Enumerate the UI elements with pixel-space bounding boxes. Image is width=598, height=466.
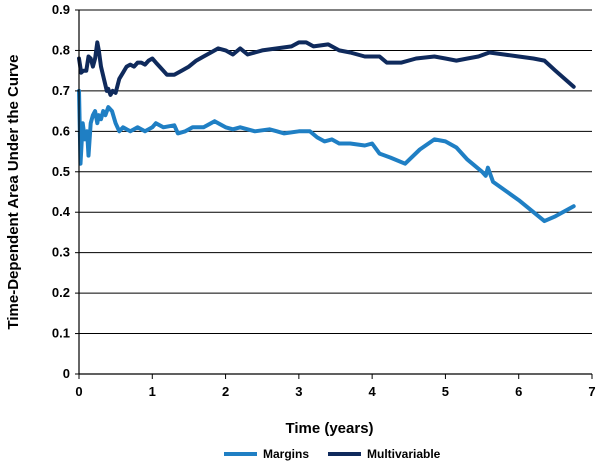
- y-tick-label: 0: [63, 366, 70, 381]
- x-tick-label: 0: [75, 384, 82, 399]
- x-tick-label: 6: [515, 384, 522, 399]
- series-line-multivariable: [77, 40, 576, 97]
- x-tick-label: 7: [588, 384, 595, 399]
- y-tick-label: 0.1: [52, 326, 70, 341]
- legend-label-multivariable: Multivariable: [367, 447, 441, 461]
- y-tick-label: 0.6: [52, 123, 70, 138]
- gridlines: [79, 9, 592, 335]
- y-tick-label: 0.5: [52, 164, 70, 179]
- y-tick-label: 0.8: [52, 42, 70, 57]
- x-tick-label: 2: [222, 384, 229, 399]
- y-tick-label: 0.3: [52, 245, 70, 260]
- y-tick-label: 0.9: [52, 2, 70, 17]
- x-tick-label: 5: [442, 384, 449, 399]
- y-tick-label: 0.7: [52, 83, 70, 98]
- series-line-margins: [77, 88, 576, 224]
- series-lines: [77, 40, 576, 224]
- axes: [78, 10, 592, 375]
- x-axis-title: Time (years): [285, 420, 373, 437]
- y-tick-label: 0.4: [52, 204, 71, 219]
- x-tick-label: 3: [295, 384, 302, 399]
- x-tick-label: 1: [149, 384, 156, 399]
- x-tick-label: 4: [369, 384, 377, 399]
- y-axis-title: Time-Dependent Area Under the Curve: [5, 54, 22, 329]
- legend-label-margins: Margins: [263, 447, 309, 461]
- y-tick-labels: 0 0.1 0.2 0.3 0.4 0.5 0.6 0.7 0.8 0.9: [52, 2, 79, 381]
- x-tick-labels: 0 1 2 3 4 5 6 7: [75, 374, 596, 399]
- y-tick-label: 0.2: [52, 285, 70, 300]
- legend: Margins Multivariable: [224, 447, 441, 461]
